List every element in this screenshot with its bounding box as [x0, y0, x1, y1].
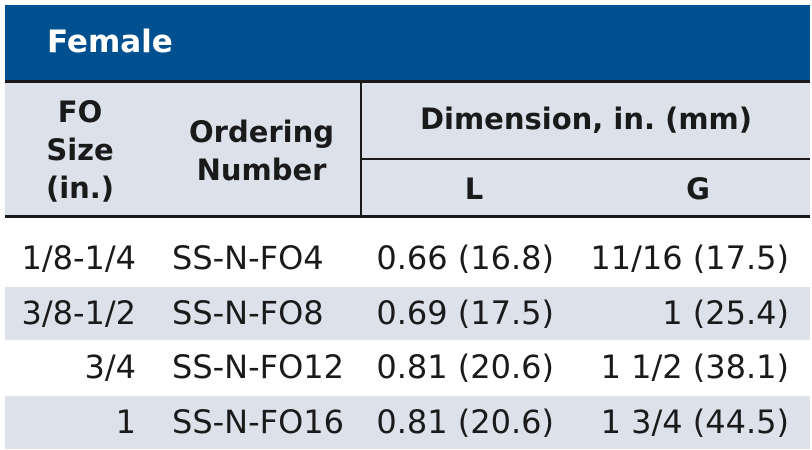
cell-ordering-number: SS-N-FO16 [172, 403, 344, 441]
table-row: 3/4 SS-N-FO12 0.81 (20.6) 1 1/2 (38.1) [0, 341, 812, 394]
header-l: L [464, 172, 484, 206]
header-ordering-line1: Ordering [188, 115, 335, 149]
header-fo-size: FO Size (in.) [5, 93, 155, 207]
cell-fo-size: 1 [115, 403, 136, 441]
cell-fo-size: 3/8-1/2 [21, 294, 136, 332]
dimension-subheader-divider [362, 158, 810, 160]
header-ordering-line2: Number [196, 153, 327, 187]
cell-dimension-g: 1 (25.4) [662, 294, 789, 332]
cell-dimension-l: 0.81 (20.6) [376, 348, 554, 386]
table-row: 1 SS-N-FO16 0.81 (20.6) 1 3/4 (44.5) [0, 396, 812, 449]
header-dimension: Dimension, in. (mm) [419, 102, 753, 136]
header-cell-ordering [163, 83, 360, 215]
cell-dimension-l: 0.66 (16.8) [376, 239, 554, 277]
header-column-divider [360, 83, 362, 215]
header-cell-dimension [362, 83, 810, 158]
header-ordering-number: Ordering Number [163, 113, 360, 189]
cell-dimension-l: 0.69 (17.5) [376, 294, 554, 332]
header-bottom-border [5, 215, 810, 218]
cell-fo-size: 3/4 [84, 348, 137, 386]
header-fo-size-line2: Size [46, 133, 114, 167]
cell-ordering-number: SS-N-FO4 [172, 239, 324, 277]
cell-dimension-g: 1 3/4 (44.5) [600, 403, 789, 441]
header-g: G [686, 172, 710, 206]
header-top-border [5, 80, 810, 83]
row-band [5, 396, 810, 449]
header-cell-g [586, 160, 810, 215]
table-title: Female [5, 5, 810, 80]
cell-dimension-g: 1 1/2 (38.1) [600, 348, 789, 386]
cell-ordering-number: SS-N-FO12 [172, 348, 344, 386]
cell-ordering-number: SS-N-FO8 [172, 294, 324, 332]
header-cell-fo-size [5, 83, 163, 215]
cell-dimension-g: 11/16 (17.5) [590, 239, 789, 277]
table-row: 1/8-1/4 SS-N-FO4 0.66 (16.8) 11/16 (17.5… [0, 232, 812, 285]
cell-fo-size: 1/8-1/4 [21, 239, 136, 277]
row-band [5, 287, 810, 340]
cell-dimension-l: 0.81 (20.6) [376, 403, 554, 441]
header-cell-l [362, 160, 586, 215]
header-fo-size-line3: (in.) [45, 171, 115, 205]
header-fo-size-line1: FO [57, 95, 103, 129]
table-row: 3/8-1/2 SS-N-FO8 0.69 (17.5) 1 (25.4) [0, 287, 812, 340]
